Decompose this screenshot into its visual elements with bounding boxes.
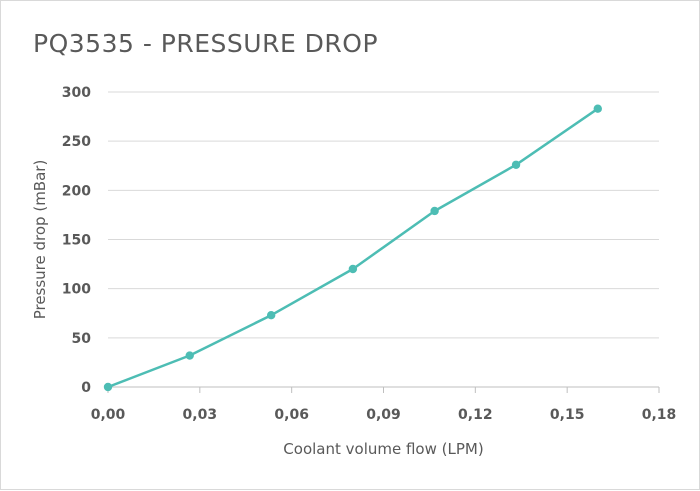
series bbox=[103, 104, 602, 392]
data-point bbox=[511, 160, 521, 169]
y-tick-label: 200 bbox=[62, 183, 91, 199]
y-tick-label: 250 bbox=[62, 134, 91, 150]
y-tick-label: 150 bbox=[62, 233, 91, 249]
data-point bbox=[430, 206, 439, 216]
data-point bbox=[593, 104, 602, 113]
x-tick-label: 0,09 bbox=[366, 407, 401, 423]
y-tick-label: 50 bbox=[72, 331, 92, 347]
series-line bbox=[107, 107, 599, 389]
y-tick-label: 100 bbox=[62, 282, 91, 298]
data-point bbox=[103, 382, 113, 392]
y-tick-label: 0 bbox=[81, 380, 91, 396]
x-tick-label: 0,15 bbox=[550, 407, 585, 423]
data-point bbox=[185, 351, 194, 360]
x-tick-label: 0,06 bbox=[274, 407, 309, 423]
data-point bbox=[266, 311, 276, 320]
x-axis-title: Coolant volume flow (LPM) bbox=[283, 440, 483, 458]
gridlines bbox=[108, 91, 659, 339]
axes bbox=[107, 386, 660, 393]
x-tick-label: 0,18 bbox=[642, 407, 677, 423]
x-tick-label: 0,12 bbox=[458, 407, 493, 423]
chart-title: PQ3535 - PRESSURE DROP bbox=[33, 29, 379, 58]
data-point bbox=[348, 264, 358, 274]
x-tick-label: 0,00 bbox=[91, 407, 126, 423]
x-tick-label: 0,03 bbox=[183, 407, 218, 423]
y-axis-title: Pressure drop (mBar) bbox=[31, 160, 49, 320]
y-tick-label: 300 bbox=[62, 85, 91, 101]
tick-labels: 0 50 100 150 200 250 300 0,00 0,03 0,06 0,09 0,12 0,… bbox=[62, 85, 677, 423]
